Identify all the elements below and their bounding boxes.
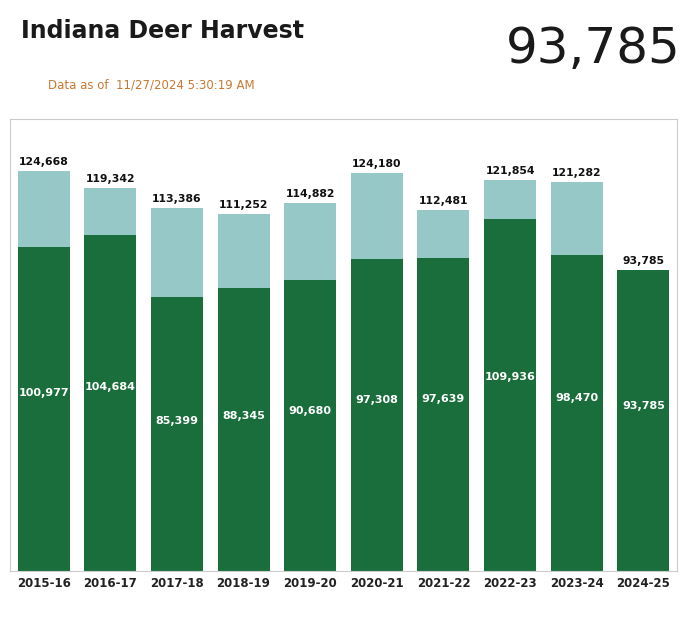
Text: 124,668: 124,668 [19,158,69,167]
Text: 119,342: 119,342 [85,175,135,185]
Text: 124,180: 124,180 [352,159,402,169]
Text: 112,481: 112,481 [418,197,469,207]
Text: 93,785: 93,785 [506,25,680,73]
Text: 121,854: 121,854 [485,166,535,176]
Bar [551,182,602,256]
Text: 109,936: 109,936 [484,372,536,382]
Bar [218,214,269,288]
Bar [551,256,602,571]
Bar [484,219,536,571]
Text: 113,386: 113,386 [152,193,202,203]
Text: 97,639: 97,639 [422,394,465,404]
Text: 97,308: 97,308 [355,395,398,404]
Bar [85,188,136,236]
Text: 121,282: 121,282 [552,168,602,178]
Bar [618,271,669,571]
Bar [18,171,69,247]
Text: Data as of  11/27/2024 5:30:19 AM: Data as of 11/27/2024 5:30:19 AM [48,78,255,92]
Text: 111,252: 111,252 [218,200,269,210]
Text: 114,882: 114,882 [285,189,335,198]
Bar [351,173,403,259]
Bar [351,259,403,571]
Text: 93,785: 93,785 [622,401,665,411]
Bar [484,180,536,219]
Bar [418,210,469,258]
Bar [18,247,69,571]
Text: 104,684: 104,684 [85,382,136,392]
Bar [284,281,336,571]
Bar [151,207,203,298]
Text: 90,680: 90,680 [289,406,332,416]
Bar [85,236,136,571]
Text: 85,399: 85,399 [155,416,199,426]
Text: 100,977: 100,977 [19,388,69,398]
Bar [218,288,269,571]
Text: 88,345: 88,345 [222,411,265,421]
Text: Indiana Deer Harvest: Indiana Deer Harvest [21,19,304,43]
Text: 98,470: 98,470 [555,392,598,403]
Bar [151,298,203,571]
Bar [418,258,469,571]
Bar [284,203,336,281]
Text: 93,785: 93,785 [622,256,664,266]
